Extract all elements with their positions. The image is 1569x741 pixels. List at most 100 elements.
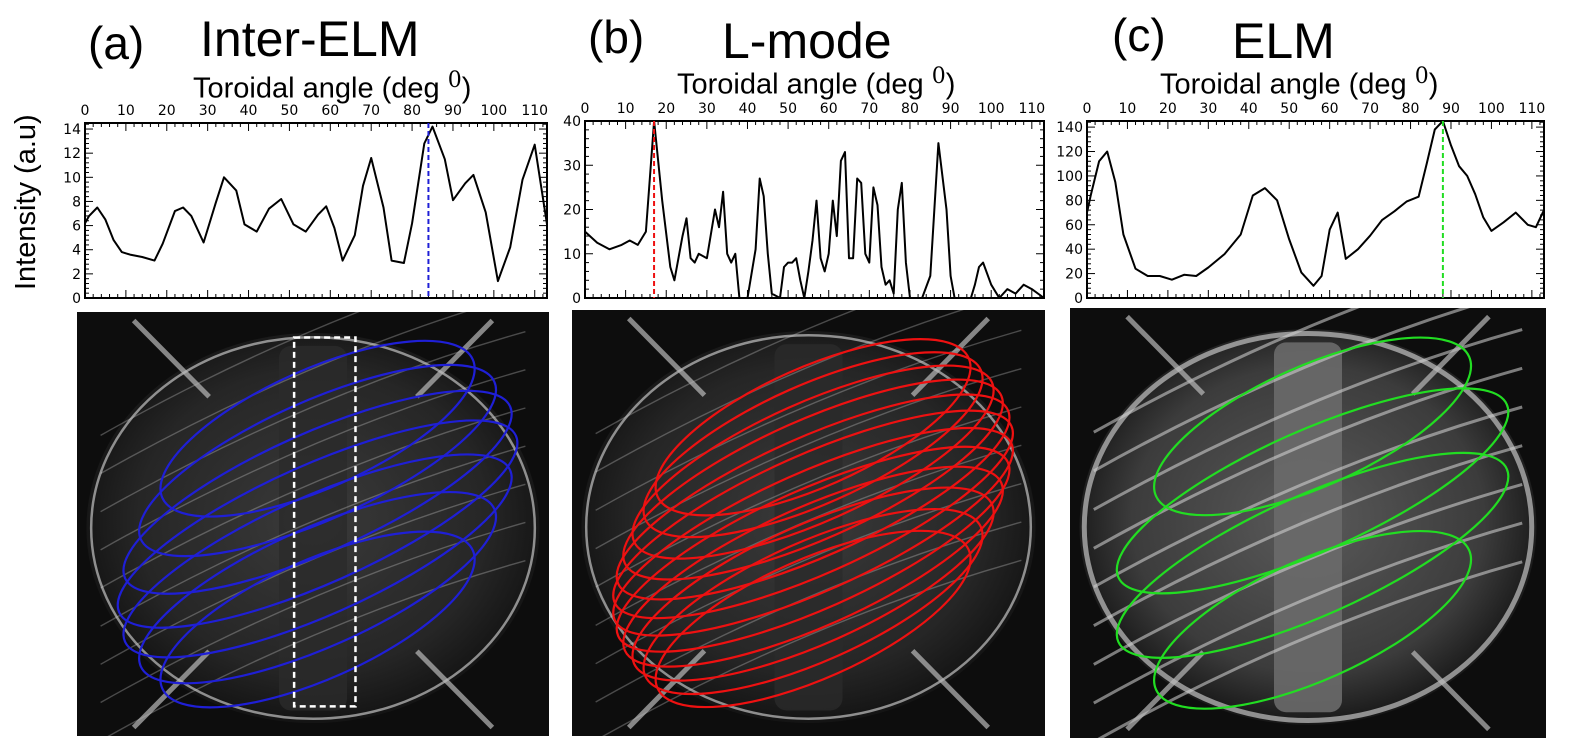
filament [107, 559, 526, 736]
chart-1-ytick-label: 20 [563, 203, 581, 219]
filament [595, 367, 1022, 550]
field-line-loop [622, 465, 1004, 668]
chart-0-series-line [84, 125, 548, 283]
field-line-overlay [612, 338, 1014, 709]
field-line-loop [116, 419, 519, 629]
chart-2-ytick-label: 60 [1065, 218, 1083, 234]
chart-2-ytick-label: 80 [1065, 193, 1083, 209]
chart-1-ytick-label: 30 [563, 158, 581, 174]
chart-1-ytick-label: 10 [563, 247, 581, 263]
filament [1093, 308, 1360, 434]
filament [595, 310, 964, 473]
field-line-loop [631, 486, 995, 682]
field-line-loop [642, 351, 984, 539]
filament [100, 312, 360, 436]
panel-b-xlabel-sup: 0 [931, 64, 946, 89]
chart-1-xtick-label: 60 [820, 101, 838, 117]
divertor-legs [1125, 314, 1491, 732]
panel-c-xlabel: Toroidal angle (deg 0) [1160, 64, 1439, 101]
panel-c-letter: (c) [1112, 9, 1166, 61]
filament [1093, 308, 1471, 473]
chart-2-xtick-label: 10 [1119, 101, 1137, 117]
chart-1-xtick-label: 50 [779, 101, 797, 117]
chart-0-ytick-label: 0 [72, 291, 81, 307]
chart-0-xtick-label: 90 [444, 103, 462, 119]
chart-1: 0 10 20 30 40 50 60 70 80 90 100 110 0 10 20 30 40 [563, 101, 1045, 307]
chart-0-xtick-label: 80 [403, 103, 421, 119]
chart-2-xtick-label: 110 [1519, 101, 1546, 117]
vessel-rim [1081, 331, 1535, 723]
filament [602, 559, 1022, 736]
chart-0-xtick-label: 60 [321, 103, 339, 119]
center-column [1274, 342, 1342, 713]
chart-0-ytick-label: 12 [63, 146, 81, 162]
chart-2-ytick-label: 140 [1056, 120, 1083, 136]
chart-2-ytick-label: 20 [1065, 267, 1083, 283]
chart-0-ytick-label: 14 [63, 122, 81, 138]
chart-0-xtick-label: 0 [81, 103, 90, 119]
filament [1093, 405, 1523, 589]
panel-b-title: L-mode [722, 13, 892, 69]
chart-2-ytick-label: 100 [1056, 169, 1083, 185]
chart-0-xtick-label: 50 [281, 103, 299, 119]
panel-b-letter: (b) [588, 11, 645, 63]
chart-2-ytick-label: 120 [1056, 145, 1083, 161]
filament [100, 312, 467, 475]
divertor-legs [626, 316, 991, 730]
chart-0-ytick-label: 8 [72, 194, 81, 210]
filament [1093, 521, 1523, 705]
panel-a-letter: (a) [88, 17, 145, 69]
chart-1-xtick-label: 20 [657, 101, 675, 117]
field-line-loop [1153, 529, 1473, 710]
chart-1-xtick-label: 0 [581, 101, 590, 117]
chart-0-xtick-label: 70 [362, 103, 380, 119]
chart-1-xtick-label: 80 [901, 101, 919, 117]
analysis-region-box [292, 336, 357, 708]
chart-2-xtick-label: 70 [1361, 101, 1379, 117]
panel-a-title: Inter-ELM [200, 11, 420, 67]
chart-0-ytick-label: 2 [72, 267, 81, 283]
filament [100, 407, 526, 589]
filament [1097, 560, 1523, 738]
panel-a-xlabel-sup: 0 [447, 68, 462, 93]
chart-1-ytick-label: 0 [572, 291, 581, 307]
chart-0-frame [84, 122, 548, 299]
field-line-loop [122, 453, 513, 659]
chart-1-xtick-label: 70 [860, 101, 878, 117]
field-line-loop [642, 507, 984, 696]
panel-c-camera-image [1070, 308, 1546, 738]
filament [595, 329, 1022, 511]
chart-0-xtick-label: 30 [199, 103, 217, 119]
background-filaments [595, 310, 1022, 736]
chart-1-xtick-label: 100 [978, 101, 1005, 117]
field-line-loop [1115, 451, 1510, 659]
chart-0-xtick-label: 20 [158, 103, 176, 119]
filament [595, 483, 1022, 665]
chart-0-ytick-label: 4 [72, 243, 81, 259]
vessel-rim [89, 335, 537, 721]
filament [1093, 482, 1523, 666]
chart-2-xtick-label: 60 [1321, 101, 1339, 117]
panel-a-camera-image [77, 312, 549, 736]
panel-a-xlabel: Toroidal angle (deg 0) [193, 68, 472, 105]
field-line-loop [612, 426, 1014, 637]
chart-2-ytick-label: 40 [1065, 242, 1083, 258]
chart-0-ytick-label: 10 [63, 170, 81, 186]
panel-b-camera-image [572, 310, 1045, 736]
chart-0: 0 10 20 30 40 50 60 70 80 90 100 110 0 2 4 6 8 10 12 14 [63, 103, 548, 307]
filament [100, 445, 526, 627]
chart-0-xtick-label: 110 [521, 103, 548, 119]
panel-c-xlabel-sup: 0 [1414, 64, 1429, 89]
chart-1-xtick-label: 30 [698, 101, 716, 117]
field-line-loop [622, 378, 1004, 581]
filament [1093, 328, 1523, 511]
panel-c-title: ELM [1232, 13, 1335, 69]
background-filaments [100, 312, 526, 736]
field-line-loop [654, 529, 972, 709]
chart-2-xtick-label: 90 [1442, 101, 1460, 117]
field-line-loop [615, 393, 1011, 601]
chart-2-xtick-label: 50 [1280, 101, 1298, 117]
chart-2-series-line [1086, 120, 1545, 287]
chart-2-xtick-label: 0 [1083, 101, 1092, 117]
divertor-legs [131, 318, 495, 730]
